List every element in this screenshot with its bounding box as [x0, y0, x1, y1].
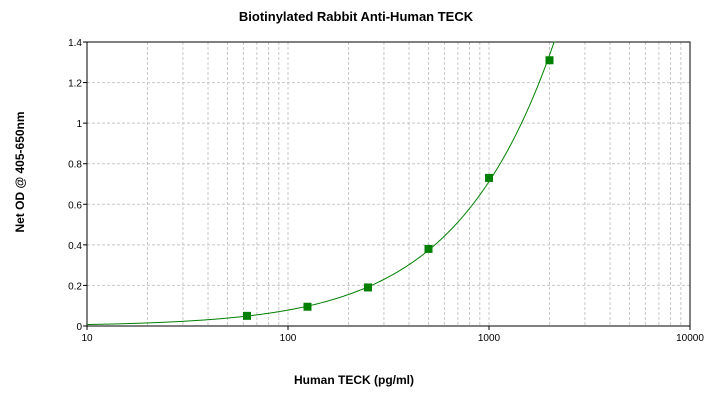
ticks: 10 100 1000 10000 0 0.2 0.4 0.6 0.8 1 1.2 1.4 [68, 38, 704, 344]
data-point [303, 302, 312, 311]
data-point [242, 311, 251, 320]
grid [87, 42, 690, 326]
y-tick-label: 1.2 [68, 79, 82, 90]
y-axis-label: Net OD @ 405-650nm [13, 111, 27, 232]
y-tick-label: 1 [76, 119, 82, 130]
y-tick-label: 0.6 [68, 200, 82, 211]
data-point [363, 283, 372, 292]
y-tick-label: 0.4 [68, 241, 82, 252]
x-tick-label: 10 [81, 333, 93, 344]
y-tick-label: 0 [76, 322, 82, 333]
data-point [545, 56, 554, 65]
data-point [424, 244, 433, 253]
y-tick-label: 0.8 [68, 160, 82, 171]
data-point [485, 173, 493, 182]
data-points [242, 56, 554, 320]
y-tick-label: 0.2 [68, 281, 82, 292]
fit-curve-group [86, 41, 556, 326]
fit-curve [86, 41, 556, 326]
y-tick-label: 1.4 [68, 38, 82, 49]
x-tick-label: 100 [280, 333, 297, 344]
x-tick-label: 1000 [478, 333, 501, 344]
chart-title: Biotinylated Rabbit Anti-Human TECK [239, 9, 474, 24]
x-axis-label: Human TECK (pg/ml) [294, 373, 414, 387]
x-tick-label: 10000 [676, 333, 704, 344]
plot-frame [86, 41, 691, 327]
